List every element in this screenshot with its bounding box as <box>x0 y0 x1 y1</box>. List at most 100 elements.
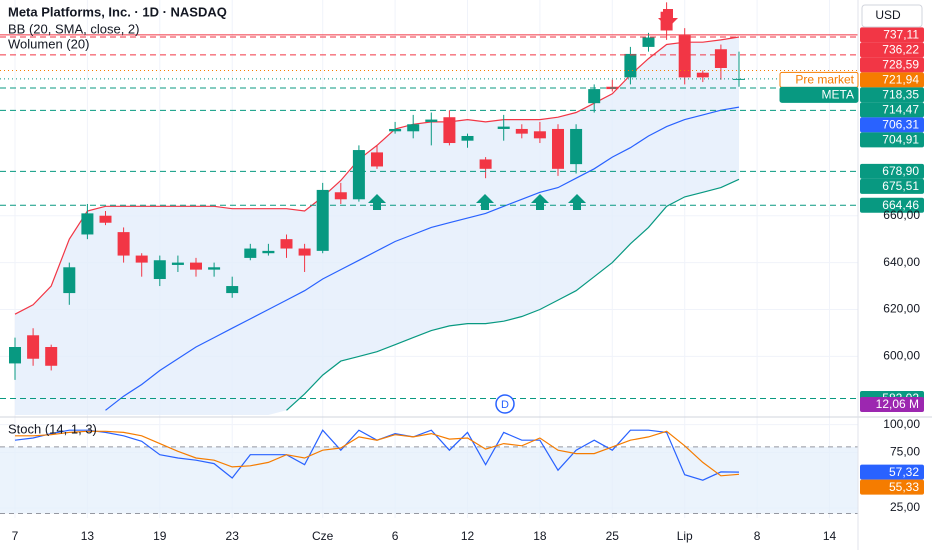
candle-body <box>316 189 329 251</box>
name-tag-label: Pre market <box>795 73 854 87</box>
price-tag <box>860 117 924 133</box>
price-tag-label: 704,91 <box>882 133 919 147</box>
buy-arrow <box>568 194 586 210</box>
candle-body <box>389 128 402 132</box>
candle-body <box>63 267 76 294</box>
price-tag <box>860 102 924 118</box>
x-tick-label: Cze <box>312 529 334 543</box>
y-tick-label: 660,00 <box>883 208 920 222</box>
candle-body <box>45 347 58 366</box>
candle-body <box>443 117 456 144</box>
price-tag <box>860 87 924 103</box>
x-tick-label: 12 <box>461 529 475 543</box>
y-tick-label: 100,00 <box>883 417 920 431</box>
price-tag-label: 718,35 <box>882 88 919 102</box>
candle-body <box>407 124 420 132</box>
x-tick-label: 14 <box>823 529 837 543</box>
candle-body <box>461 135 474 141</box>
bb-line <box>105 106 740 411</box>
stoch-line <box>15 430 740 477</box>
candle-body <box>678 35 691 78</box>
candle-body <box>135 255 148 263</box>
candle-body <box>570 128 583 165</box>
currency[interactable]: USD <box>875 8 901 22</box>
y-tick-label: 620,00 <box>883 302 920 316</box>
candle-body <box>81 213 94 235</box>
x-tick-label: 25 <box>606 529 620 543</box>
x-tick-label: 19 <box>153 529 167 543</box>
x-tick-label: Lip <box>677 529 693 543</box>
x-tick-label: 7 <box>12 529 19 543</box>
indicator-label: Wolumen (20) <box>8 36 89 51</box>
event-label: D <box>501 399 509 411</box>
candle-body <box>99 215 112 223</box>
event-marker <box>495 394 515 414</box>
indicator-label: BB (20, SMA, close, 2) <box>8 21 140 36</box>
candle-body <box>497 126 510 129</box>
candle-body <box>642 37 655 47</box>
x-tick-label: 6 <box>392 529 399 543</box>
price-tag <box>860 42 924 58</box>
buy-arrow <box>531 194 549 210</box>
plot <box>0 2 858 515</box>
candle-body <box>733 78 745 80</box>
candle-body <box>244 248 257 258</box>
buy-arrow <box>476 194 494 210</box>
price-tag-label: 728,59 <box>882 58 919 72</box>
candle-body <box>624 53 637 78</box>
price-tag-label: 57,32 <box>889 465 919 479</box>
volume-tag-label: 12,06 M <box>876 397 919 411</box>
price-tag <box>860 464 924 480</box>
y-tick-label: 600,00 <box>883 349 920 363</box>
price-tag-label: 737,11 <box>883 28 919 42</box>
price-tag <box>860 479 924 495</box>
x-tick-label: 18 <box>533 529 547 543</box>
name-tag-label: META <box>822 88 854 102</box>
candle-body <box>262 250 275 254</box>
candle-body <box>298 248 311 256</box>
candle-body <box>9 347 21 364</box>
candle-body <box>371 152 383 167</box>
signal-arrows <box>368 194 586 210</box>
x-tick-label: 23 <box>226 529 240 543</box>
candle-body <box>479 159 492 169</box>
chart-title: Meta Platforms, Inc. · 1D · NASDAQ <box>8 4 227 19</box>
candle-body <box>696 72 709 78</box>
sell-arrow <box>658 9 678 28</box>
candle-body <box>588 89 601 104</box>
x-tick-label: 8 <box>754 529 761 543</box>
currency-box[interactable] <box>861 4 923 28</box>
volume-tag <box>860 397 924 412</box>
candle-body <box>280 239 293 249</box>
price-tag <box>860 197 924 213</box>
candle-body <box>352 150 365 200</box>
stoch-band <box>0 446 858 514</box>
price-tag-label: 55,33 <box>889 480 919 494</box>
y-tick-label: 25,00 <box>890 500 920 514</box>
y-tick-label: 640,00 <box>883 255 920 269</box>
candle-body <box>190 262 202 270</box>
price-tag-label: 664,46 <box>882 198 919 212</box>
candle-body <box>334 192 347 200</box>
price-tag <box>860 57 924 73</box>
price-tag-label: 706,31 <box>882 118 919 132</box>
price-tag <box>860 163 924 179</box>
candle-body <box>171 262 184 265</box>
x-tick-label: 13 <box>81 529 95 543</box>
price-tag-label: 714,47 <box>882 103 919 117</box>
price-tag-label: 736,22 <box>882 43 919 57</box>
y-tick-label: 75,00 <box>890 445 920 459</box>
candle-body <box>27 335 40 359</box>
price-tag <box>860 27 924 43</box>
price-tag-label: 675,51 <box>882 179 919 193</box>
price-tag-label: 721,94 <box>882 73 919 87</box>
price-tag <box>860 178 924 194</box>
candle-body <box>226 286 239 294</box>
candle-body <box>533 131 546 139</box>
candle-body <box>552 128 564 169</box>
price-tag <box>860 132 924 148</box>
stoch-title: Stoch (14, 1, 3) <box>8 421 97 436</box>
candle-body <box>714 49 727 68</box>
